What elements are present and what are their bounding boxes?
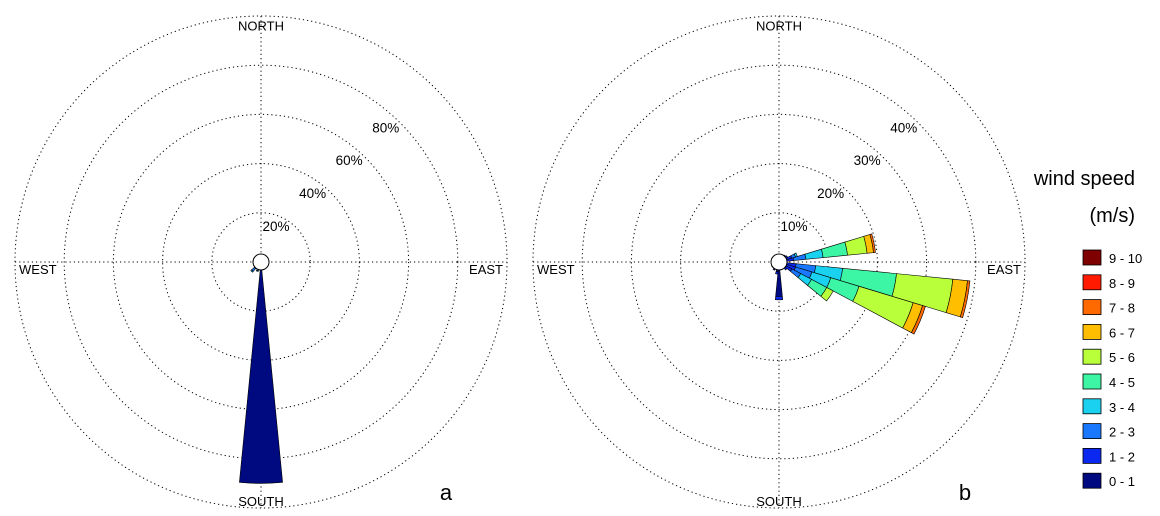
direction-label-a-west: WEST	[19, 262, 57, 277]
legend-swatch-5	[1082, 373, 1102, 390]
legend-label-0: 9 - 10	[1109, 251, 1142, 266]
direction-label-a-east: EAST	[469, 262, 503, 277]
legend-swatch-9	[1082, 472, 1102, 489]
petal-a-0-0	[239, 261, 283, 484]
ring-a-0	[211, 212, 311, 312]
ring-label-b-1: 20%	[817, 186, 844, 201]
wind-rose-panel-a: 20% 40% 60% 80% NORTH EAST SOUTH WEST a	[14, 15, 508, 509]
petal-a-2-3	[250, 269, 254, 273]
petal-b-2-7	[910, 305, 926, 335]
legend-swatch-7	[1082, 423, 1102, 440]
panel-label-a: a	[440, 480, 453, 505]
direction-label-a-south: SOUTH	[238, 494, 284, 509]
petal-b-6-3	[793, 252, 798, 258]
petal-b-1-5	[844, 235, 868, 256]
ring-label-a-3: 80%	[372, 120, 399, 135]
ring-b-2	[630, 113, 928, 411]
legend-title-line1: wind speed	[1033, 168, 1135, 190]
petal-a-1-3	[255, 269, 259, 273]
legend-title-line2: (m/s)	[1089, 205, 1135, 227]
legend-items: 9 - 10 8 - 9 7 - 8 6 - 7 5 - 6 4 - 5 3 - 4 2 - …	[1082, 249, 1142, 489]
petal-b-0-7	[959, 280, 971, 318]
legend-label-8: 1 - 2	[1109, 449, 1135, 464]
direction-label-b-west: WEST	[537, 262, 575, 277]
direction-label-b-east: EAST	[987, 262, 1021, 277]
hub-a	[252, 253, 270, 271]
legend-label-4: 5 - 6	[1109, 350, 1135, 365]
legend-label-2: 7 - 8	[1109, 301, 1135, 316]
panel-label-b: b	[959, 480, 971, 505]
ring-label-a-1: 40%	[299, 186, 326, 201]
hub-b	[770, 253, 788, 271]
petal-b-3-5	[820, 287, 834, 302]
legend-swatch-0	[1082, 249, 1102, 266]
ring-label-b-0: 10%	[781, 219, 808, 234]
ring-label-a-2: 60%	[336, 153, 363, 168]
ring-b-0	[729, 212, 829, 312]
direction-label-b-south: SOUTH	[756, 494, 802, 509]
legend-swatch-3	[1082, 323, 1102, 340]
legend-label-3: 6 - 7	[1109, 325, 1135, 340]
petal-b-1-3	[804, 248, 824, 260]
legend-label-7: 2 - 3	[1109, 425, 1135, 440]
ring-b-3	[581, 64, 977, 460]
ring-label-a-0: 20%	[263, 219, 290, 234]
ring-a-4	[14, 15, 508, 509]
direction-label-b-north: NORTH	[756, 19, 802, 34]
petal-b-4-1	[774, 295, 784, 301]
ring-label-b-3: 40%	[890, 120, 917, 135]
direction-label-a-north: NORTH	[238, 19, 284, 34]
legend-swatch-1	[1082, 274, 1102, 291]
legend-label-6: 3 - 4	[1109, 400, 1135, 415]
wind-rose-panel-b: 10% 20% 30% 40% NORTH EAST SOUTH WEST b	[532, 15, 1026, 509]
wind-speed-legend: wind speed (m/s) 9 - 10 8 - 9 7 - 8 6 - 7 5 …	[1033, 168, 1142, 489]
legend-label-1: 8 - 9	[1109, 276, 1135, 291]
legend-swatch-6	[1082, 398, 1102, 415]
legend-swatch-8	[1082, 447, 1102, 464]
legend-label-9: 0 - 1	[1109, 474, 1135, 489]
ring-label-b-2: 30%	[854, 153, 881, 168]
petal-b-5-1	[775, 271, 779, 275]
petal-b-1-7	[869, 233, 876, 253]
legend-swatch-2	[1082, 299, 1102, 316]
ring-a-3	[63, 64, 459, 460]
legend-swatch-4	[1082, 348, 1102, 365]
legend-label-5: 4 - 5	[1109, 375, 1135, 390]
